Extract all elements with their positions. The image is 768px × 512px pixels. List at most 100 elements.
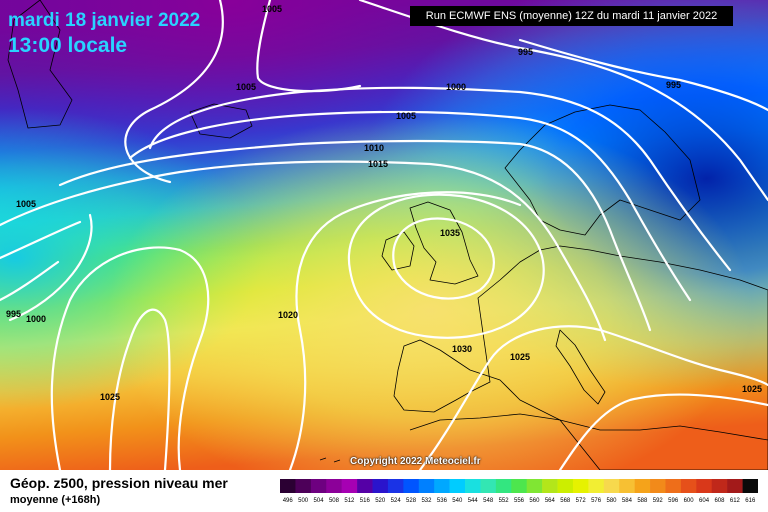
- scandinavia-coast: [504, 104, 701, 236]
- legend-panel: Géop. z500, pression niveau mer moyenne …: [0, 470, 768, 512]
- scale-label: 520: [375, 498, 386, 504]
- scale-label: 572: [576, 498, 587, 504]
- british-isles-coast: [409, 201, 479, 285]
- scale-label: 600: [684, 498, 695, 504]
- isobar-line: [288, 191, 522, 470]
- scale-label: 528: [406, 498, 417, 504]
- scale-swatch: [357, 479, 373, 493]
- isobar-label: 1005: [16, 199, 36, 209]
- isobar-line: [0, 160, 607, 342]
- scale-swatch: [665, 479, 682, 493]
- scale-swatch: [495, 479, 512, 493]
- isobar-line: [108, 308, 171, 470]
- scale-label: 552: [499, 498, 510, 504]
- isobar-label: 1025: [510, 352, 530, 362]
- scale-label: 592: [653, 498, 664, 504]
- isobar-label: 1030: [452, 344, 472, 354]
- legend-subtitle: moyenne (+168h): [10, 494, 101, 506]
- scale-label: 560: [529, 498, 540, 504]
- scale-swatch: [295, 479, 312, 493]
- forecast-time: 13:00 locale: [8, 34, 128, 57]
- isobar-line: [347, 193, 545, 339]
- scale-label: 568: [560, 498, 571, 504]
- scale-swatch: [326, 479, 342, 493]
- isobar-label: 1005: [262, 4, 282, 14]
- scale-label: 504: [314, 498, 325, 504]
- isobar-line: [418, 325, 768, 470]
- isobar-label: 1005: [396, 111, 416, 121]
- iceland-coast: [189, 103, 253, 139]
- isobar-line: [58, 139, 652, 332]
- scale-swatch: [387, 479, 404, 493]
- isobar-line: [50, 246, 210, 470]
- copyright: Copyright 2022 Meteociel.fr: [350, 456, 481, 467]
- scale-label: 544: [468, 498, 479, 504]
- isobar-label: 995: [666, 80, 681, 90]
- scale-label: 616: [745, 498, 756, 504]
- scale-swatch: [542, 479, 558, 493]
- isobar-label: 1025: [742, 384, 762, 394]
- isobar-label: 1015: [368, 159, 388, 169]
- scale-swatch: [742, 479, 758, 493]
- scale-swatch: [650, 479, 666, 493]
- scale-label: 564: [545, 498, 556, 504]
- run-info: Run ECMWF ENS (moyenne) 12Z du mardi 11 …: [410, 6, 733, 26]
- scale-label: 556: [514, 498, 525, 504]
- scale-swatch: [341, 479, 358, 493]
- ireland-coast: [381, 231, 415, 271]
- scale-label: 512: [344, 498, 355, 504]
- scale-swatch: [372, 479, 389, 493]
- legend-title: Géop. z500, pression niveau mer: [10, 475, 228, 491]
- scale-swatch: [680, 479, 697, 493]
- scale-label: 536: [437, 498, 448, 504]
- mainland-europe-coast: [393, 245, 768, 470]
- isobar-line: [558, 393, 768, 470]
- scale-label: 516: [360, 498, 371, 504]
- north-africa-coast: [409, 413, 768, 441]
- scale-swatch: [449, 479, 466, 493]
- italy-coast: [555, 329, 606, 405]
- scale-swatch: [526, 479, 543, 493]
- isobar-label: 1010: [364, 143, 384, 153]
- isobar-label: 1005: [236, 82, 256, 92]
- scale-label: 576: [591, 498, 602, 504]
- scale-swatch: [588, 479, 605, 493]
- scale-label: 580: [607, 498, 618, 504]
- isobar-label: 1035: [440, 228, 460, 238]
- ridge-area: [0, 0, 768, 470]
- scale-swatch: [603, 479, 620, 493]
- isobars: [0, 0, 768, 470]
- scale-label: 612: [730, 498, 741, 504]
- scale-swatch: [634, 479, 651, 493]
- scale-label: 500: [298, 498, 309, 504]
- scale-label: 548: [483, 498, 494, 504]
- isobar-line: [392, 217, 495, 300]
- scale-label: 496: [283, 498, 294, 504]
- scale-label: 540: [452, 498, 463, 504]
- weather-map: 1005 1005 1000 995 995 1005 1010 1015 10…: [0, 0, 768, 470]
- isobar-label: 1025: [100, 392, 120, 402]
- scale-swatch: [511, 479, 528, 493]
- coastlines: [7, 0, 768, 470]
- scale-label: 608: [714, 498, 725, 504]
- isobar-line: [0, 260, 60, 302]
- scale-swatch: [572, 479, 589, 493]
- scale-swatch: [403, 479, 420, 493]
- scale-swatch: [557, 479, 574, 493]
- scale-swatch: [418, 479, 435, 493]
- scale-label: 508: [329, 498, 340, 504]
- scale-label: 588: [637, 498, 648, 504]
- isobar-label: 995: [518, 47, 533, 57]
- isobar-line: [518, 38, 768, 112]
- isobar-labels: 1005 1005 1000 995 995 1005 1010 1015 10…: [6, 4, 762, 402]
- isobar-line: [128, 110, 692, 302]
- scale-swatch: [465, 479, 481, 493]
- scale-swatch: [310, 479, 327, 493]
- scale-label: 584: [622, 498, 633, 504]
- isobar-label: 1020: [278, 310, 298, 320]
- scale-label: 524: [391, 498, 402, 504]
- canary-islands: [319, 457, 341, 463]
- forecast-date: mardi 18 janvier 2022: [8, 10, 201, 31]
- scale-swatch: [619, 479, 635, 493]
- scale-swatch: [480, 479, 497, 493]
